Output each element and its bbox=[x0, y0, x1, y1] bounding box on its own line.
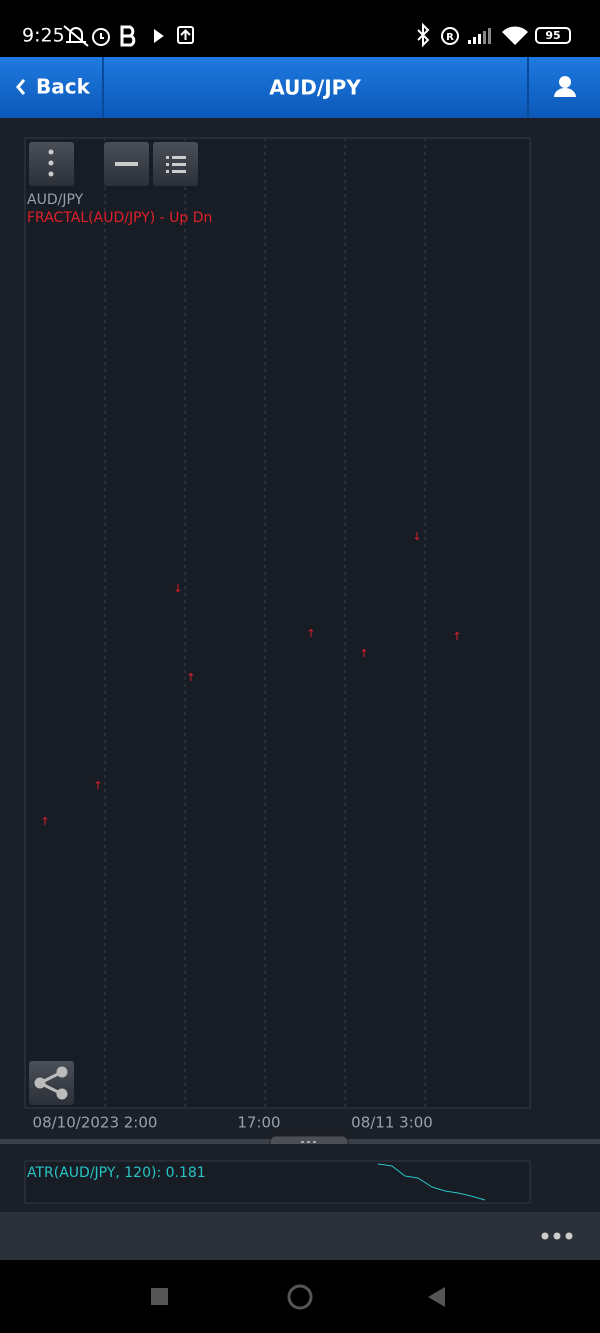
svg-text:↑: ↑ bbox=[359, 647, 368, 660]
share-icon bbox=[34, 1066, 68, 1100]
svg-text:↓: ↓ bbox=[173, 582, 182, 595]
status-r: R bbox=[446, 32, 454, 43]
tab-bar bbox=[0, 1212, 600, 1260]
svg-text:↑: ↑ bbox=[452, 630, 461, 643]
back-arrow[interactable] bbox=[16, 79, 26, 95]
svg-text:↑: ↑ bbox=[40, 815, 49, 828]
svg-text:↑: ↑ bbox=[93, 779, 102, 792]
status-time: 9:25 bbox=[22, 25, 65, 47]
back-nav-button[interactable] bbox=[428, 1287, 445, 1307]
nav-title: AUD/JPY bbox=[269, 76, 361, 100]
back-button[interactable]: Back bbox=[36, 75, 91, 99]
atr-line bbox=[377, 1163, 486, 1201]
svg-text:↑: ↑ bbox=[186, 671, 195, 684]
fractal-arrows: ↑ ↑ ↓ ↑ ↑ ↑ ↓ ↑ bbox=[40, 530, 461, 828]
status-icons bbox=[63, 22, 571, 48]
home-button[interactable] bbox=[287, 1284, 313, 1310]
menu-dots bbox=[48, 149, 54, 177]
x-label: 08/11 3:00 bbox=[351, 1114, 433, 1132]
more-tab[interactable] bbox=[541, 1232, 573, 1240]
x-label: 17:00 bbox=[237, 1114, 280, 1132]
nav-bar bbox=[0, 57, 600, 118]
symbol-label: AUD/JPY bbox=[27, 192, 84, 208]
svg-text:↑: ↑ bbox=[306, 627, 315, 640]
battery-level: 95 bbox=[545, 29, 560, 42]
profile-button[interactable] bbox=[554, 76, 576, 97]
recents-button[interactable] bbox=[151, 1288, 168, 1305]
list-icon bbox=[166, 156, 186, 173]
signal-icon bbox=[468, 26, 528, 45]
x-label: 08/10/2023 2:00 bbox=[33, 1114, 158, 1132]
plot-frame bbox=[24, 137, 531, 1109]
indicator-label: FRACTAL(AUD/JPY) - Up Dn bbox=[27, 210, 212, 226]
line-icon bbox=[115, 162, 138, 166]
atr-label: ATR(AUD/JPY, 120): 0.181 bbox=[27, 1165, 206, 1181]
system-nav bbox=[0, 1260, 600, 1333]
indicator-frame bbox=[24, 1160, 531, 1204]
tabs bbox=[541, 1232, 573, 1240]
vertical-grid bbox=[104, 138, 426, 1108]
svg-text:↓: ↓ bbox=[412, 530, 421, 543]
